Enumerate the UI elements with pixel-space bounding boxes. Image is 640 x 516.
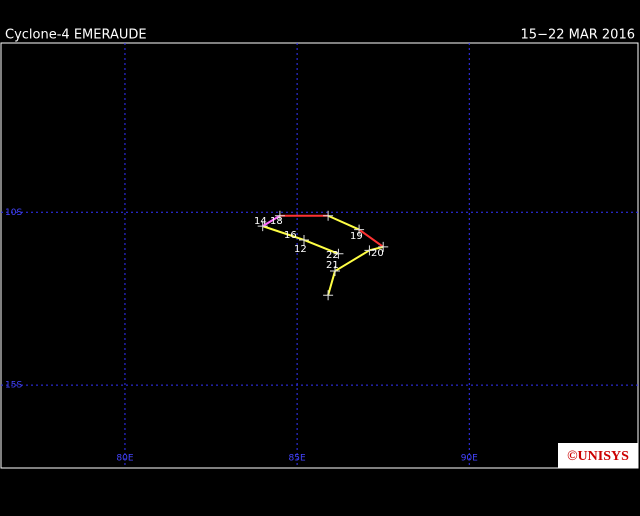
track-segment xyxy=(358,228,384,248)
logo-box xyxy=(558,443,638,468)
track-point xyxy=(274,210,285,221)
track-point xyxy=(364,245,375,256)
track-point xyxy=(378,241,389,252)
track-segment xyxy=(327,214,360,231)
track-segment xyxy=(262,225,305,241)
track-segment xyxy=(334,249,370,272)
lon-label: 85E xyxy=(289,454,306,464)
track-label: 21 xyxy=(326,260,339,271)
lon-label: 80E xyxy=(116,454,133,464)
map-frame xyxy=(0,42,639,469)
track-point xyxy=(257,221,268,232)
track-point xyxy=(333,248,344,259)
date-range: 15−22 MAR 2016 xyxy=(521,28,635,43)
track-label: 14 xyxy=(254,216,267,227)
track-point xyxy=(354,224,365,235)
track-point xyxy=(299,234,310,245)
lat-label: 15S xyxy=(5,381,22,391)
track-point xyxy=(323,290,334,301)
title: Cyclone-4 EMERAUDE xyxy=(5,28,147,43)
logo: ©UNISYS xyxy=(567,449,629,464)
track-label: 20 xyxy=(371,248,384,259)
track-segment xyxy=(262,214,281,227)
track-label: 18 xyxy=(270,216,283,227)
track-label: 22 xyxy=(326,250,339,261)
track-segment xyxy=(369,245,384,252)
track-label: 12 xyxy=(294,244,307,255)
lon-label: 90E xyxy=(461,454,478,464)
lat-label: 10S xyxy=(5,208,22,218)
track-point xyxy=(329,266,340,277)
track-label: 16 xyxy=(284,230,297,241)
track-segment xyxy=(303,239,339,255)
track-label: 19 xyxy=(350,231,363,242)
track-segment xyxy=(327,270,336,296)
track-point xyxy=(323,210,334,221)
